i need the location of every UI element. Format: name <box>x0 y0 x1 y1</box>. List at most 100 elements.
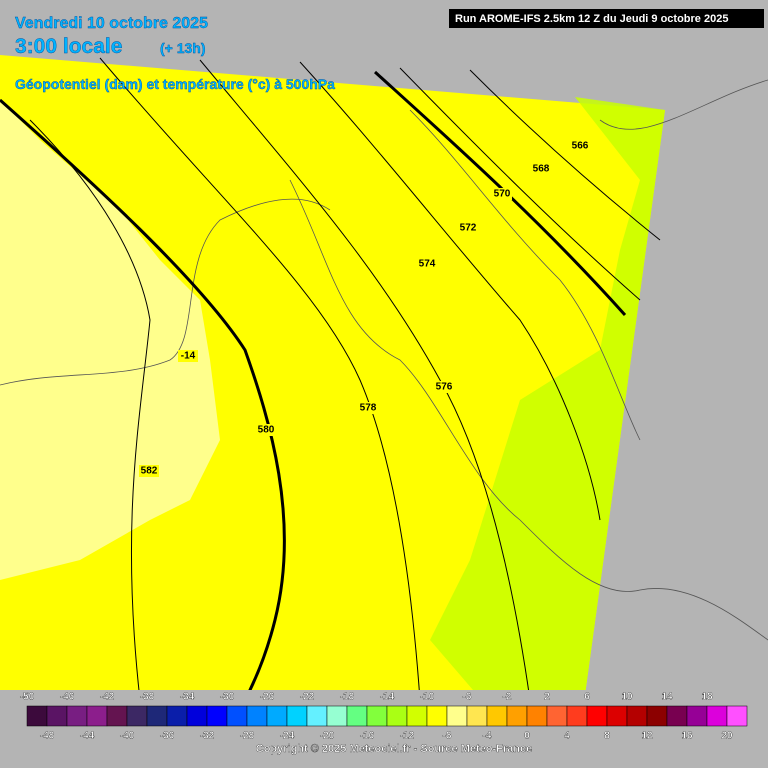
contour-labels: 566 568 570 572 574 576 578 580 582 -14 <box>139 140 590 477</box>
label-bg <box>531 163 551 175</box>
scale-label: 0 <box>524 731 530 742</box>
scale-label: -44 <box>80 731 95 742</box>
scale-label: 20 <box>721 731 733 742</box>
color-swatch <box>246 705 268 727</box>
scale-label: 10 <box>621 692 633 703</box>
scale-label: -36 <box>160 731 175 742</box>
contour-570 <box>373 70 627 317</box>
scale-label: -6 <box>463 692 472 703</box>
scale-label: 6 <box>584 692 590 703</box>
color-swatch <box>206 705 228 727</box>
scale-label: -40 <box>120 731 135 742</box>
contour-line <box>199 59 531 701</box>
scale-label: -18 <box>340 692 355 703</box>
scale-label: -10 <box>420 692 435 703</box>
color-swatch <box>426 705 448 727</box>
scale-label: -28 <box>240 731 255 742</box>
label-bg <box>139 465 159 477</box>
time: 3:00 locale <box>15 35 122 58</box>
color-swatch <box>466 705 488 727</box>
borders <box>0 79 768 641</box>
run-info: Run AROME-IFS 2.5km 12 Z du Jeudi 9 octo… <box>455 13 728 25</box>
contour-line <box>29 119 151 701</box>
border <box>289 179 768 641</box>
border <box>409 109 641 441</box>
scale-label: -50 <box>20 692 35 703</box>
color-swatch <box>186 705 208 727</box>
scale-label: 18 <box>701 692 713 703</box>
color-swatch <box>706 705 728 727</box>
label-bg <box>434 381 454 393</box>
color-swatch <box>666 705 688 727</box>
color-swatch <box>86 705 108 727</box>
color-swatch <box>626 705 648 727</box>
copyright: Copyright © 2025 Meteociel.fr - Source M… <box>256 743 532 755</box>
contour-label: 568 <box>533 164 550 175</box>
scale-label: -16 <box>360 731 375 742</box>
color-swatch <box>266 705 288 727</box>
scale-label: 8 <box>604 731 610 742</box>
cold-region <box>430 97 665 768</box>
color-swatch <box>646 705 668 727</box>
contours <box>29 57 661 701</box>
scale-label: 2 <box>544 692 550 703</box>
label-bg <box>178 350 198 362</box>
contour-label: 578 <box>360 403 377 414</box>
date: Vendredi 10 octobre 2025 <box>15 15 208 32</box>
contour-label: 576 <box>436 382 453 393</box>
scale-panel <box>0 690 768 768</box>
color-swatch <box>126 705 148 727</box>
color-swatch <box>306 705 328 727</box>
color-swatch <box>346 705 368 727</box>
contour-line <box>469 69 661 241</box>
color-swatch <box>286 705 308 727</box>
scale-label: -14 <box>380 692 395 703</box>
coastline <box>0 198 331 386</box>
scale-label: -20 <box>320 731 335 742</box>
color-swatch <box>726 705 748 727</box>
scale-label: -22 <box>300 692 315 703</box>
color-swatch <box>486 705 508 727</box>
scale-label: -26 <box>260 692 275 703</box>
color-swatch <box>546 705 568 727</box>
label-bg <box>492 188 512 200</box>
color-swatch <box>606 705 628 727</box>
scale-label: -38 <box>140 692 155 703</box>
color-scale: -50 -46 -42 -38 -34 -30 -26 -22 -18 -14 -10 -6 -2 2 6 1… <box>20 691 748 742</box>
scale-label: -2 <box>503 692 512 703</box>
scale-label: 4 <box>564 731 570 742</box>
color-swatch <box>526 705 548 727</box>
label-bg <box>358 402 378 414</box>
scale-label: 14 <box>661 692 673 703</box>
scale-label: -46 <box>60 692 75 703</box>
scale-label: -42 <box>100 692 115 703</box>
scale-label: -8 <box>443 731 452 742</box>
warm-region <box>0 100 220 580</box>
scale-label: -32 <box>200 731 215 742</box>
color-swatch <box>66 705 88 727</box>
contour-line <box>99 57 421 701</box>
color-swatch <box>26 705 48 727</box>
label-bg <box>417 258 437 270</box>
color-swatch <box>446 705 468 727</box>
color-swatch <box>166 705 188 727</box>
contour-label: 566 <box>572 141 589 152</box>
color-swatch <box>686 705 708 727</box>
color-swatch <box>146 705 168 727</box>
color-swatch <box>586 705 608 727</box>
color-swatch <box>226 705 248 727</box>
color-swatch <box>326 705 348 727</box>
run-box <box>449 9 764 28</box>
scale-label: -4 <box>483 731 492 742</box>
scale-label: -12 <box>400 731 415 742</box>
scale-label: 16 <box>681 731 693 742</box>
scale-label: -34 <box>180 692 195 703</box>
lead-time: (+ 13h) <box>160 40 206 56</box>
label-bg <box>570 140 590 152</box>
contour-line <box>299 61 601 521</box>
color-swatch <box>406 705 428 727</box>
scale-label: -48 <box>40 731 55 742</box>
color-swatch <box>506 705 528 727</box>
color-swatch <box>366 705 388 727</box>
